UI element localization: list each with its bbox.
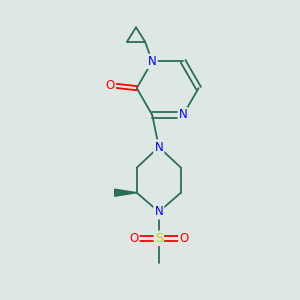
Text: S: S bbox=[155, 232, 163, 245]
Text: O: O bbox=[106, 79, 115, 92]
Text: N: N bbox=[154, 141, 163, 154]
Text: N: N bbox=[179, 108, 188, 122]
Text: N: N bbox=[154, 205, 163, 218]
Polygon shape bbox=[115, 189, 137, 196]
Text: O: O bbox=[179, 232, 188, 245]
Text: N: N bbox=[148, 55, 157, 68]
Text: O: O bbox=[129, 232, 138, 245]
